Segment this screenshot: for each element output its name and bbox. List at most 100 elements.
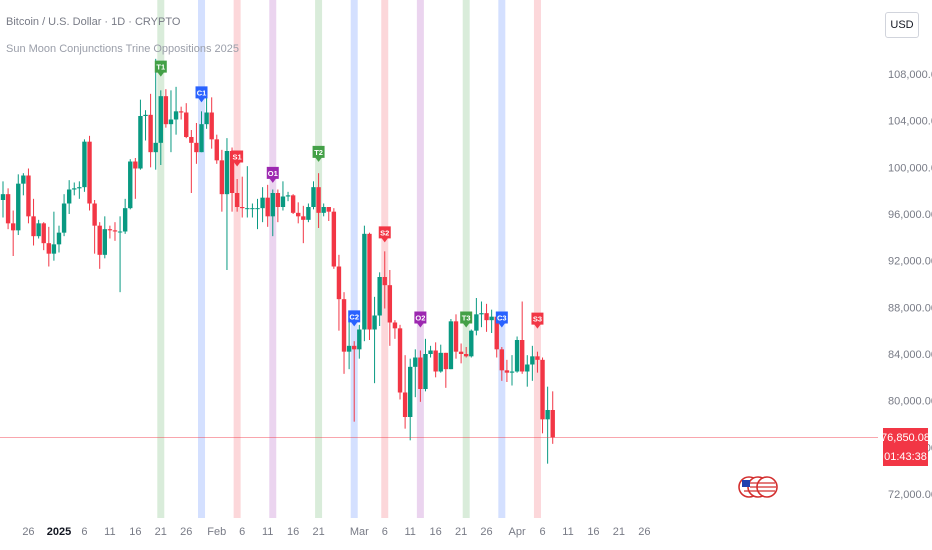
- candle-body: [66, 189, 72, 204]
- time-tick-label: Apr: [509, 526, 526, 538]
- time-tick-label: 11: [404, 526, 415, 538]
- candle-body: [372, 315, 377, 330]
- candle-body: [443, 352, 449, 370]
- candle-body: [514, 340, 520, 372]
- candle-body: [438, 352, 443, 372]
- candle-body: [387, 285, 393, 323]
- price-tick-label: 104,000.00: [888, 116, 932, 128]
- aspect-marker-label: C1: [197, 88, 207, 97]
- currency-button[interactable]: USD: [885, 12, 919, 38]
- candle-body: [346, 345, 352, 352]
- time-tick-label: 2025: [47, 526, 71, 538]
- candle-body: [352, 345, 357, 350]
- candle-body: [214, 139, 219, 161]
- aspect-band: [350, 0, 358, 518]
- aspect-bands: [157, 0, 541, 518]
- candle-body: [504, 370, 510, 373]
- candle-body: [245, 208, 250, 210]
- candle-body: [275, 193, 281, 207]
- candle-body: [458, 351, 464, 354]
- aspect-marker-label: O2: [415, 314, 425, 323]
- candle-body: [143, 114, 148, 116]
- candle-body: [184, 112, 189, 137]
- aspect-marker-label: T1: [156, 63, 165, 72]
- symbol-title[interactable]: Bitcoin / U.S. Dollar · 1D · CRYPTO: [6, 16, 181, 28]
- candle-body: [163, 96, 169, 125]
- aspect-marker: [378, 226, 391, 243]
- aspect-marker: [231, 150, 244, 167]
- price-tick-label: 72,000.00: [888, 489, 932, 501]
- candle-body: [270, 193, 275, 217]
- candle-body: [484, 313, 489, 321]
- aspect-band: [462, 0, 470, 518]
- candle-body: [377, 277, 382, 316]
- candle-body: [199, 124, 204, 153]
- aspect-marker-label: C3: [497, 314, 507, 323]
- candle-body: [530, 356, 535, 365]
- candlestick-series: [0, 58, 555, 464]
- candle-body: [540, 359, 545, 420]
- candle-body: [224, 151, 230, 195]
- candle-body: [133, 161, 138, 169]
- aspect-marker: [312, 145, 325, 162]
- price-tick-label: 92,000.00: [888, 256, 932, 268]
- candle-body: [112, 230, 118, 232]
- time-tick-label: 16: [430, 526, 442, 538]
- time-tick-label: 26: [480, 526, 492, 538]
- price-tick-label: 84,000.00: [888, 349, 932, 361]
- candle-body: [479, 313, 484, 315]
- candle-body: [173, 111, 179, 120]
- candle-body: [102, 229, 107, 255]
- candle-body: [413, 357, 418, 367]
- candle-body: [97, 225, 102, 255]
- candle-body: [525, 364, 530, 372]
- candle-body: [545, 410, 550, 420]
- countdown-label: 01:43:38: [883, 447, 928, 466]
- candle-body: [326, 207, 331, 212]
- candle-body: [311, 187, 316, 207]
- aspect-marker: [348, 310, 361, 327]
- candle-body: [46, 243, 52, 254]
- candle-body: [418, 357, 423, 389]
- candle-body: [474, 314, 479, 331]
- time-axis: 26 2025 6 11 16 21 26 Feb 6 11 16 21 Mar 6 11 16 21 26 Apr…: [22, 526, 650, 538]
- candle-body: [153, 142, 158, 153]
- indicator-title[interactable]: Sun Moon Conjunctions Trine Oppositions …: [6, 43, 239, 55]
- time-tick-label: 16: [587, 526, 599, 538]
- candle-body: [433, 350, 438, 372]
- candle-body: [158, 96, 163, 143]
- candle-body: [117, 231, 123, 233]
- candle-body: [128, 161, 133, 209]
- candle-body: [535, 356, 540, 360]
- aspect-marker: [195, 86, 208, 103]
- candle-body: [331, 211, 337, 267]
- candle-body: [367, 233, 372, 330]
- flag-markers-icon[interactable]: [738, 474, 778, 500]
- candle-body: [428, 350, 433, 354]
- candle-body: [107, 229, 113, 231]
- candle-body: [306, 207, 311, 220]
- candle-body: [550, 410, 555, 438]
- candle-body: [77, 187, 82, 189]
- candle-body: [265, 197, 270, 217]
- time-tick-label: 21: [155, 526, 167, 538]
- aspect-marker-label: S2: [380, 228, 389, 237]
- aspect-marker: [460, 311, 473, 328]
- time-tick-label: 6: [239, 526, 245, 538]
- candle-body: [16, 183, 21, 231]
- candle-body: [280, 196, 286, 207]
- candle-body: [240, 207, 245, 209]
- price-tick-label: 96,000.00: [888, 209, 932, 221]
- time-tick-label: 21: [613, 526, 625, 538]
- aspect-markers: T1 C1 S1 O1 T2 C2 S2 O2 T3 C3 S3: [154, 60, 544, 329]
- candle-body: [36, 223, 41, 237]
- candle-body: [168, 119, 174, 125]
- aspect-marker-label: S3: [533, 315, 542, 324]
- aspect-marker-label: T3: [462, 314, 471, 323]
- candle-body: [250, 208, 255, 210]
- candle-body: [204, 112, 209, 125]
- time-tick-label: 26: [22, 526, 34, 538]
- candle-body: [489, 316, 494, 321]
- candle-body: [31, 216, 36, 237]
